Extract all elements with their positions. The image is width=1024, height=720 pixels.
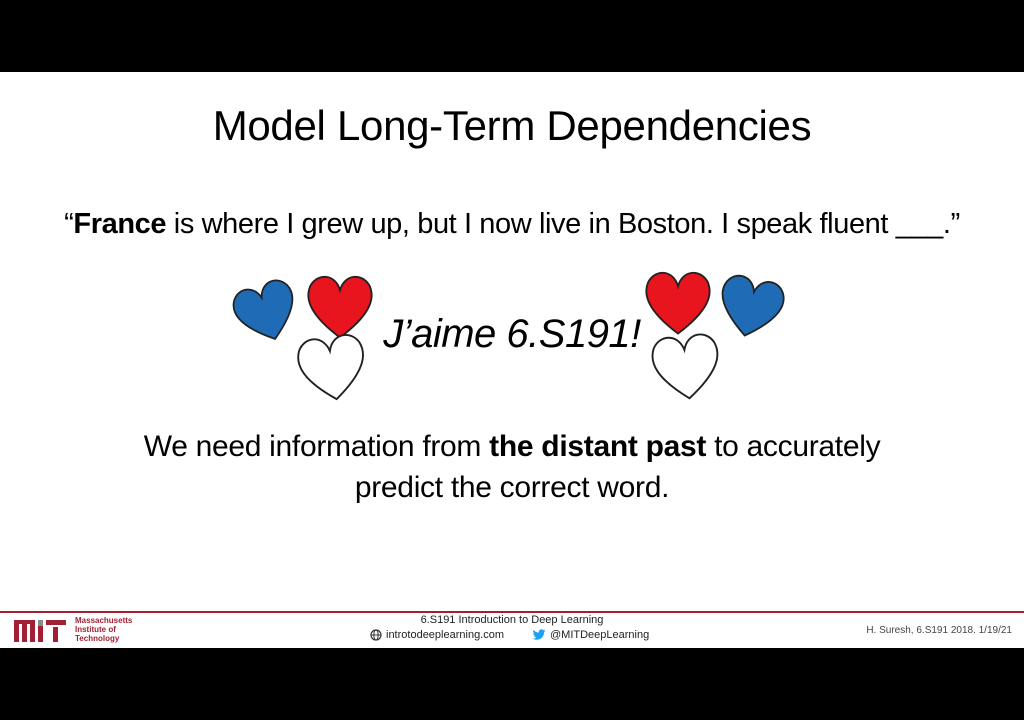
- white-heart-icon: [651, 333, 719, 400]
- red-heart-icon: [307, 275, 373, 339]
- footer-rule: [0, 611, 1024, 613]
- slide: Model Long-Term Dependencies “France is …: [0, 72, 1024, 648]
- slide-title: Model Long-Term Dependencies: [212, 102, 812, 149]
- explanation-line-1: We need information from the distant pas…: [100, 426, 924, 467]
- example-quote: “France is where I grew up, but I now li…: [0, 208, 1024, 241]
- institution-name: Massachusetts Institute of Technology: [75, 616, 145, 643]
- globe-icon: [370, 629, 382, 641]
- slide-footer: Massachusetts Institute of Technology 6.…: [0, 611, 1024, 648]
- twitter-handle: @MITDeepLearning: [550, 629, 650, 641]
- mit-logo-icon: [14, 620, 66, 642]
- explanation-bold: the distant past: [489, 430, 707, 463]
- explanation-line-2: predict the correct word.: [354, 471, 670, 504]
- course-name: 6.S191 Introduction to Deep Learning: [420, 614, 604, 626]
- institution-line: Massachusetts: [75, 616, 133, 625]
- institution-line: Institute of: [75, 625, 116, 634]
- explanation-text: We need information from the distant pas…: [100, 426, 924, 508]
- white-heart-icon: [297, 334, 364, 401]
- quote-bold-word: France: [73, 208, 167, 240]
- website-link[interactable]: introtodeeplearning.com: [370, 629, 504, 641]
- blue-heart-icon: [232, 279, 294, 341]
- quote-rest: is where I grew up, but I now live in Bo…: [166, 208, 960, 240]
- slide-credit: H. Suresh, 6.S191 2018. 1/19/21: [866, 625, 1012, 636]
- explanation-post: to accurately: [706, 430, 881, 463]
- blue-heart-icon: [721, 274, 785, 337]
- twitter-link[interactable]: @MITDeepLearning: [532, 629, 649, 641]
- institution-line: Technology: [75, 634, 120, 643]
- website-text: introtodeeplearning.com: [386, 629, 505, 641]
- twitter-icon: [532, 629, 546, 640]
- explanation-pre: We need information from: [143, 430, 490, 463]
- red-heart-icon: [645, 271, 711, 335]
- quote-open: “: [64, 208, 74, 240]
- jaime-text: J’aime 6.S191!: [383, 312, 641, 356]
